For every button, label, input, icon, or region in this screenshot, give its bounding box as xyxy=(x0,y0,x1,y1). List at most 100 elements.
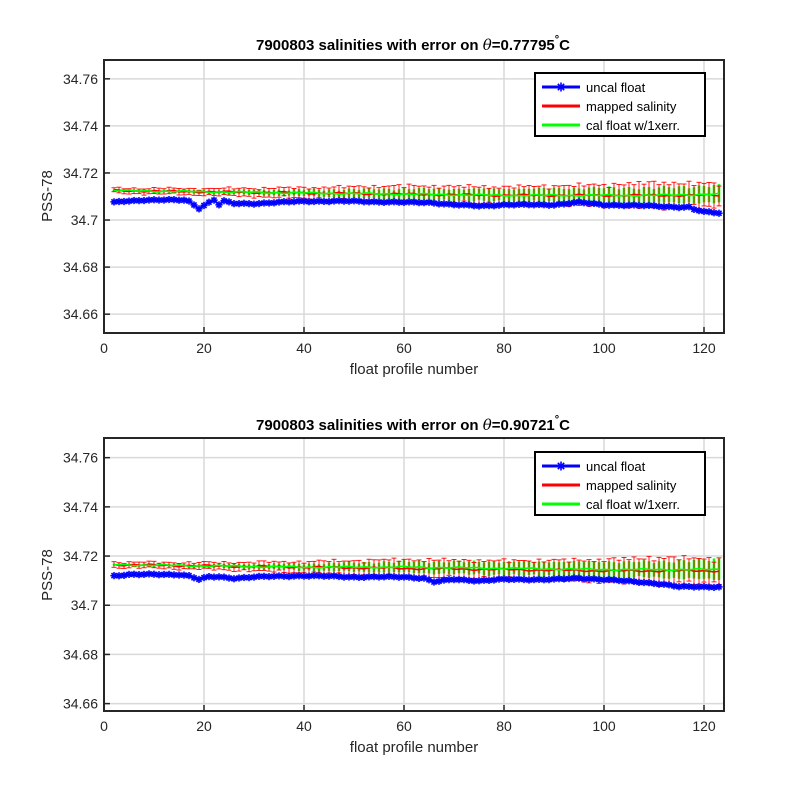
marker-stroke xyxy=(675,583,683,590)
marker-stroke xyxy=(265,573,273,580)
marker-stroke xyxy=(240,200,248,207)
marker-stroke xyxy=(390,198,398,205)
marker-stroke xyxy=(625,202,633,209)
marker-stroke xyxy=(195,205,203,212)
title-degree: ° xyxy=(555,34,559,46)
marker-stroke xyxy=(395,574,403,581)
marker-stroke xyxy=(355,197,363,205)
y-axis-label: PSS-78 xyxy=(39,549,56,601)
marker-stroke xyxy=(475,202,483,210)
y-tick-label: 34.66 xyxy=(63,306,98,322)
marker-stroke xyxy=(585,200,593,207)
x-tick-label: 100 xyxy=(592,340,616,356)
marker-stroke xyxy=(500,575,508,583)
marker-stroke xyxy=(115,572,123,579)
marker-stroke xyxy=(245,200,253,207)
uncal-float-point xyxy=(575,198,583,206)
marker-stroke xyxy=(175,571,183,579)
y-tick-label: 34.68 xyxy=(63,259,98,275)
marker-stroke xyxy=(385,198,393,206)
marker-stroke xyxy=(350,573,358,581)
marker-stroke xyxy=(710,584,718,591)
uncal-float-point xyxy=(590,575,598,583)
marker-stroke xyxy=(380,573,388,580)
marker-stroke xyxy=(395,199,403,206)
marker-stroke xyxy=(635,579,643,586)
data-layer xyxy=(110,555,723,591)
uncal-float-point xyxy=(195,205,203,213)
marker-stroke xyxy=(225,574,233,582)
uncal-float-point xyxy=(540,576,548,584)
marker-stroke xyxy=(230,575,238,582)
marker-stroke xyxy=(557,462,565,470)
uncal-float-point xyxy=(620,202,628,210)
marker-stroke xyxy=(150,196,158,203)
marker-stroke xyxy=(330,197,338,205)
x-axis-label: float profile number xyxy=(350,361,478,378)
marker-stroke xyxy=(440,200,448,208)
marker-stroke xyxy=(535,576,543,583)
uncal-float-point xyxy=(285,198,293,206)
legend-marker-uncal xyxy=(556,82,566,92)
marker-stroke xyxy=(490,576,498,584)
marker-stroke xyxy=(355,574,363,581)
title-prefix: 7900803 salinities with error on xyxy=(256,417,483,434)
marker-stroke xyxy=(665,581,673,588)
uncal-float-point xyxy=(190,201,198,209)
uncal-float-point xyxy=(215,201,223,209)
uncal-float-point xyxy=(490,576,498,584)
uncal-float-point xyxy=(430,578,438,586)
uncal-float-point xyxy=(570,574,578,582)
uncal-float-point xyxy=(615,201,623,209)
marker-stroke xyxy=(435,200,443,208)
uncal-float-point xyxy=(240,199,248,207)
marker-stroke xyxy=(605,576,613,583)
marker-stroke xyxy=(645,202,653,209)
title-prefix: 7900803 salinities with error on xyxy=(256,37,483,54)
marker-stroke xyxy=(160,571,168,578)
uncal-float-point xyxy=(520,575,528,584)
legend-label-uncal: uncal float xyxy=(586,459,646,474)
marker-stroke xyxy=(595,576,603,583)
marker-stroke xyxy=(370,198,378,205)
uncal-float-point xyxy=(645,579,653,587)
uncal-float-point xyxy=(300,572,308,580)
marker-stroke xyxy=(420,575,428,582)
y-tick-label: 34.74 xyxy=(63,118,98,134)
marker-stroke xyxy=(315,572,323,579)
uncal-float-point xyxy=(690,205,698,213)
ticks: 0 20 40 60 80 100 120 34.66 34.68 34.7 34.72 34.74 3… xyxy=(63,450,716,734)
marker-stroke xyxy=(590,200,598,207)
marker-stroke xyxy=(485,577,493,584)
marker-stroke xyxy=(205,573,213,580)
y-tick-label: 34.72 xyxy=(63,165,98,181)
x-tick-label: 120 xyxy=(692,718,716,734)
marker-stroke xyxy=(320,198,328,205)
uncal-float-point xyxy=(685,203,693,211)
marker-stroke xyxy=(455,201,463,209)
ticks: 0 20 40 60 80 100 120 34.66 34.68 34.7 34.72 34.74 3… xyxy=(63,71,716,356)
marker-stroke xyxy=(245,574,253,581)
marker-stroke xyxy=(430,199,438,207)
marker-stroke xyxy=(470,202,478,209)
legend-asterisk xyxy=(556,82,566,92)
marker-stroke xyxy=(295,197,303,205)
marker-stroke xyxy=(530,576,538,583)
panel-title: 7900803 salinities with error on θ=0.777… xyxy=(256,34,570,54)
y-tick-label: 34.68 xyxy=(63,646,98,662)
uncal-float-point xyxy=(130,196,138,205)
marker-stroke xyxy=(345,198,353,205)
uncal-float-point xyxy=(640,578,648,587)
uncal-float-point xyxy=(435,577,443,585)
marker-stroke xyxy=(605,202,613,209)
x-tick-label: 20 xyxy=(196,340,212,356)
x-tick-label: 80 xyxy=(496,340,512,356)
uncal-float-point xyxy=(415,199,423,207)
uncal-float-point xyxy=(630,577,638,586)
uncal-float-point xyxy=(410,198,418,206)
marker-stroke xyxy=(325,198,333,205)
legend: uncal float mapped salinity cal float w/… xyxy=(534,72,706,137)
marker-stroke xyxy=(615,577,623,584)
axes-box xyxy=(103,437,725,712)
